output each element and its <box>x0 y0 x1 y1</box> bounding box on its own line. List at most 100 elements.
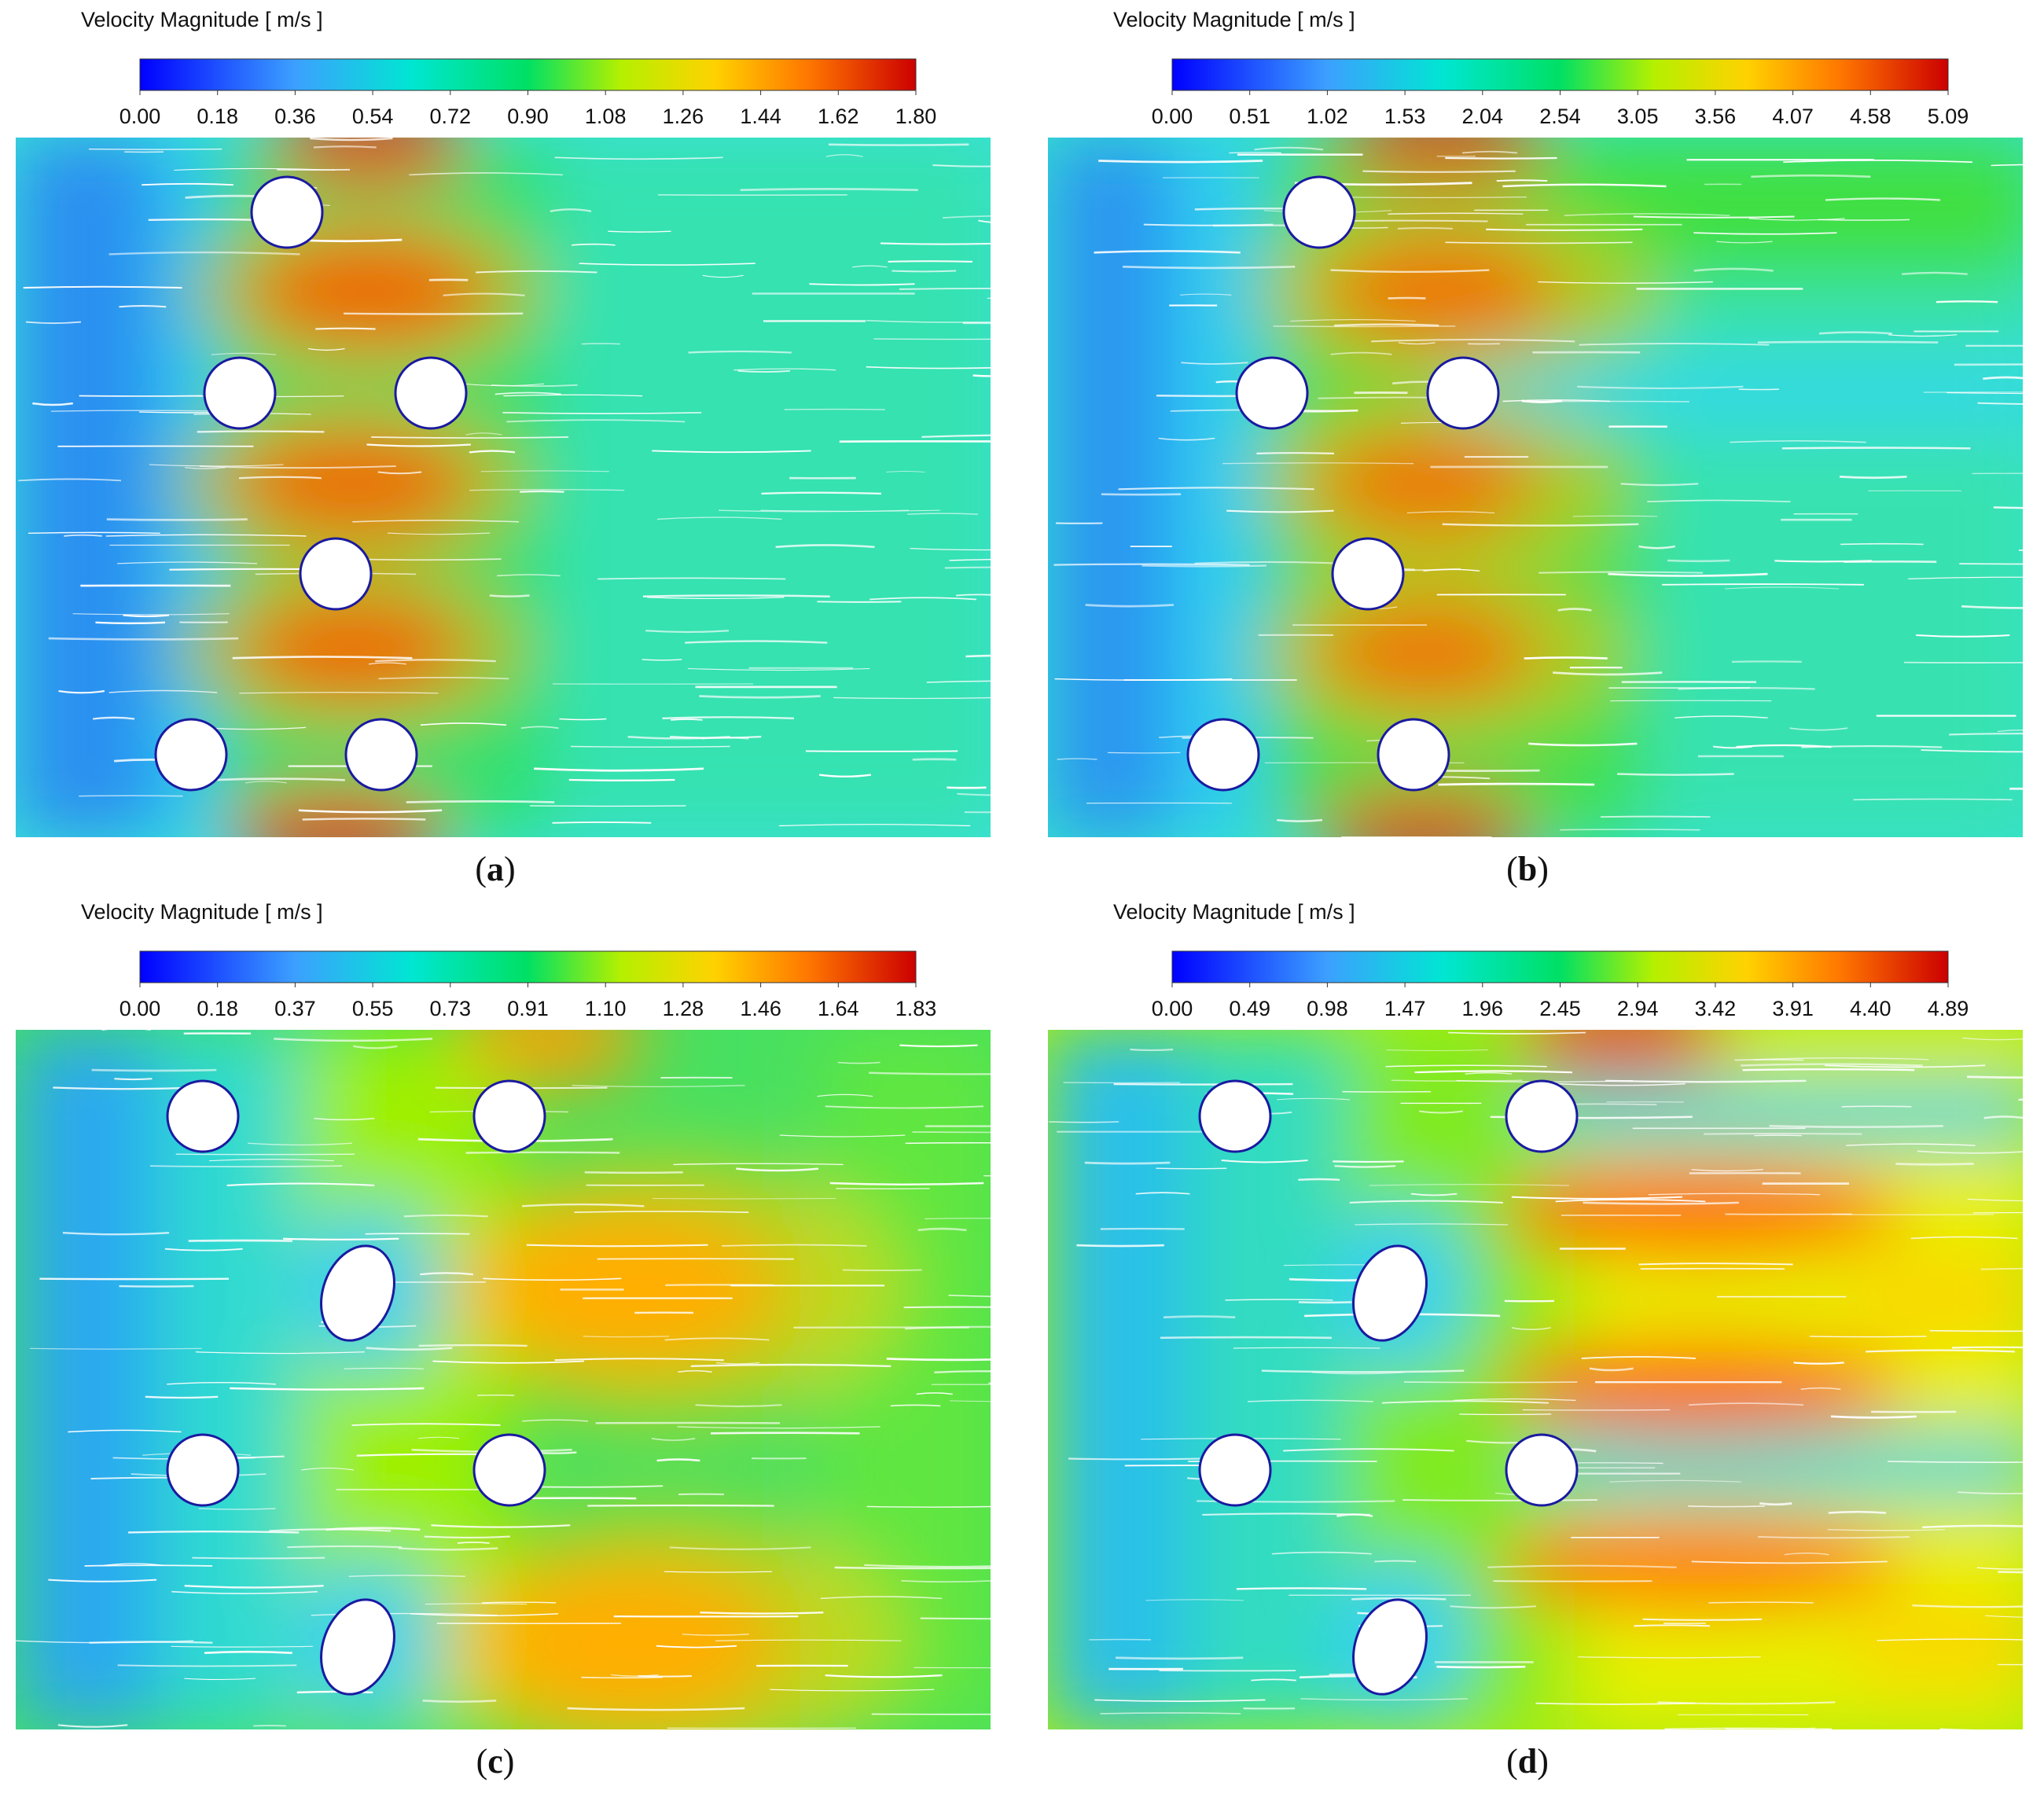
colorbar-tick-label: 1.10 <box>585 997 627 1020</box>
colorbar-tick-label: 1.96 <box>1462 997 1504 1020</box>
streamline <box>916 1392 953 1395</box>
streamline <box>572 1085 745 1088</box>
streamline <box>1757 340 1939 344</box>
velocity-field-plot <box>16 138 991 837</box>
streamline <box>1256 452 1335 455</box>
colorbar-tick-label: 2.94 <box>1617 997 1659 1020</box>
colorbar-tick-label: 1.80 <box>895 105 937 128</box>
obstacle-circle <box>1198 1433 1272 1507</box>
streamline <box>128 1530 300 1534</box>
streamline <box>891 270 957 273</box>
streamline <box>489 594 530 597</box>
streamline <box>921 434 991 438</box>
streamline <box>1976 1567 2023 1570</box>
streamline <box>695 1404 782 1408</box>
streamline <box>1349 1200 1503 1204</box>
streamline <box>1853 798 2013 801</box>
colorbar-tick-label: 0.51 <box>1229 105 1270 128</box>
streamline <box>208 1159 334 1162</box>
colorbar-tick-label: 3.42 <box>1695 997 1737 1020</box>
colorbar-tick-label: 0.72 <box>430 105 472 128</box>
colorbar-tick-label: 1.44 <box>740 105 781 128</box>
streamline <box>296 1690 373 1694</box>
streamline <box>1496 179 1548 182</box>
streamline <box>307 347 345 351</box>
streamline <box>651 1438 696 1441</box>
streamline <box>93 716 135 720</box>
streamline <box>1662 583 1864 586</box>
colorbar-tick-label: 4.40 <box>1850 997 1891 1020</box>
streamline <box>491 384 578 388</box>
streamline <box>1946 391 2023 395</box>
streamline <box>457 1542 490 1544</box>
colorbar-tick-label: 4.58 <box>1850 105 1891 128</box>
streamline <box>1983 376 2023 380</box>
streamline <box>568 778 675 782</box>
streamline <box>1830 1415 1917 1419</box>
streamline <box>736 1167 819 1172</box>
streamline <box>1222 462 1414 465</box>
streamline <box>1997 729 2023 733</box>
streamline <box>1839 476 1907 480</box>
obstacles <box>154 175 468 792</box>
streamline <box>652 450 811 454</box>
streamline <box>1753 1057 1929 1060</box>
streamline <box>829 1182 984 1185</box>
streamline <box>1271 1551 1372 1555</box>
colorbar-tick-label: 0.91 <box>507 997 549 1020</box>
streamline <box>1068 1457 1200 1461</box>
streamline <box>1461 150 1518 154</box>
streamline <box>1901 271 1968 275</box>
streamline <box>211 352 277 355</box>
streamline <box>1731 660 1802 663</box>
streamline <box>1693 232 1837 235</box>
panel-caption: (b) <box>1506 850 1549 888</box>
streamline <box>314 1117 375 1121</box>
streamline <box>366 1347 453 1351</box>
streamline <box>1330 351 1392 355</box>
streamline <box>283 1237 399 1240</box>
streamline <box>325 1527 421 1531</box>
streamline <box>1511 1196 1683 1200</box>
streamline <box>1769 1124 1943 1128</box>
streamline <box>817 1093 873 1097</box>
streamline <box>825 1674 943 1678</box>
streamline <box>1465 1071 1513 1075</box>
obstacle-ellipse <box>1352 1598 1428 1696</box>
streamline <box>28 531 160 535</box>
streamline <box>105 534 307 537</box>
streamline <box>638 1674 692 1678</box>
streamline <box>232 656 413 660</box>
streamline <box>1633 215 1795 219</box>
streamline <box>409 172 563 176</box>
streamline <box>656 1645 737 1648</box>
streamline <box>1688 1402 1804 1406</box>
streamline <box>1840 542 1924 546</box>
streamline <box>1094 250 1241 254</box>
streamline <box>1528 742 1638 747</box>
streamline <box>431 1524 571 1528</box>
streamline <box>432 1360 584 1364</box>
streamline <box>534 767 704 772</box>
streamline <box>579 263 755 266</box>
streamline <box>1742 1068 1915 1071</box>
streamline <box>1053 563 1250 566</box>
colorbar-tick-label: 0.18 <box>197 105 238 128</box>
streamline <box>1977 402 2023 405</box>
streamline <box>117 561 258 564</box>
streamline <box>1553 671 1663 676</box>
streamline <box>1251 1678 1296 1682</box>
streamline <box>912 758 957 761</box>
streamline <box>664 1337 770 1341</box>
streamline <box>1098 160 1263 164</box>
streamline <box>188 1239 293 1242</box>
streamline <box>1910 1236 2018 1240</box>
colorbar-title: Velocity Magnitude [ m/s ] <box>81 900 323 924</box>
streamline <box>398 1547 498 1551</box>
streamline <box>1818 331 1892 335</box>
streamline <box>1410 1193 1458 1196</box>
streamline <box>1362 170 1516 173</box>
streamline <box>1589 1367 1634 1372</box>
streamline <box>1866 1349 2015 1353</box>
streamline <box>30 1347 202 1350</box>
